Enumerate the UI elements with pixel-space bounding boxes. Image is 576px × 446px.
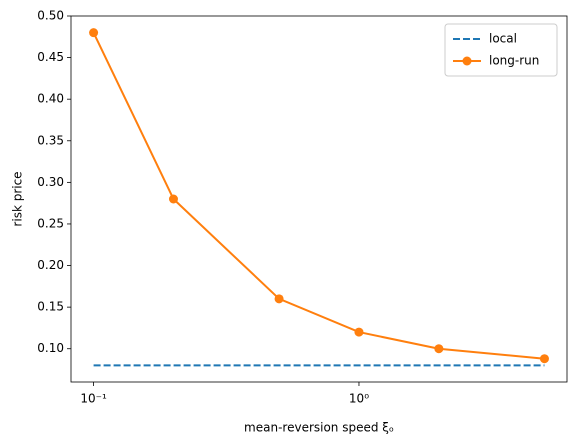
y-tick-label: 0.40: [37, 92, 64, 106]
y-tick-label: 0.50: [37, 9, 64, 23]
y-tick-label: 0.15: [37, 300, 64, 314]
y-tick-label: 0.25: [37, 216, 64, 230]
plot-frame: [70, 15, 568, 383]
y-tick-label: 0.45: [37, 50, 64, 64]
series-line: [92, 32, 545, 360]
legend-label: long-run: [489, 54, 539, 68]
point: [539, 354, 549, 364]
point: [434, 344, 444, 354]
y-axis-label: risk price: [11, 171, 25, 226]
legend-label: local: [489, 32, 517, 46]
point: [89, 28, 99, 38]
point: [354, 327, 364, 337]
legend-box: [444, 23, 558, 77]
y-tick-label: 0.10: [37, 341, 64, 355]
x-axis-label: mean-reversion speed ξₒ: [244, 421, 394, 435]
y-tick-label: 0.30: [37, 175, 64, 189]
y-tick-label: 0.20: [37, 258, 64, 272]
y-tick-label: 0.35: [37, 133, 64, 147]
point: [274, 294, 284, 304]
point: [168, 194, 178, 204]
x-tick-label: 10⁻¹: [80, 392, 107, 406]
x-tick-label: 10⁰: [349, 392, 369, 406]
legend-marker: [462, 56, 472, 66]
